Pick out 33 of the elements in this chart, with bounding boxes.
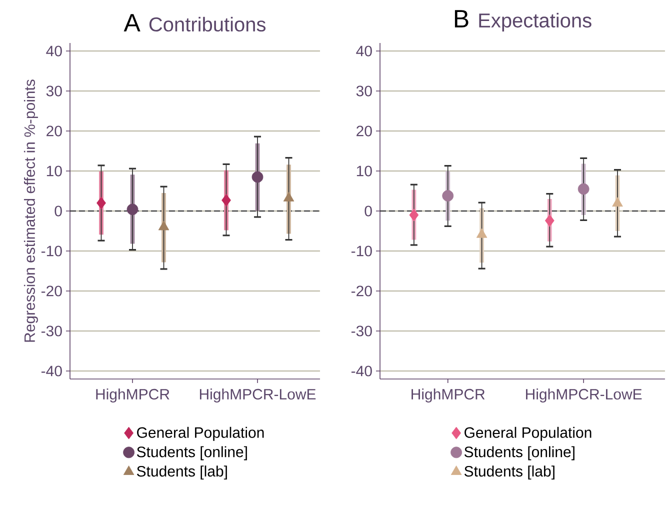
legend-label: Students [lab]	[464, 466, 554, 480]
y-tick-label: -20	[41, 286, 62, 296]
y-tick-label: -20	[351, 286, 372, 296]
y-tick-label: 40	[46, 46, 62, 56]
y-axis-title: Regression estimated effect in %-points	[24, 80, 38, 342]
y-tick-label: 30	[46, 86, 62, 96]
x-tick-label: HighMPCR	[96, 388, 170, 403]
y-tick-label: -40	[41, 366, 62, 376]
legend-label: Students [online]	[464, 446, 574, 460]
chart-title: Expectations	[479, 12, 592, 32]
y-tick-label: 10	[356, 166, 372, 176]
y-tick-label: 0	[364, 206, 372, 216]
x-tick-label: HighMPCR-LowE	[200, 388, 316, 403]
text: A	[124, 14, 140, 32]
y-tick-label: -30	[351, 326, 372, 336]
y-tick-label: 20	[46, 126, 62, 136]
y-tick-label: 30	[356, 86, 372, 96]
y-tick-label: 20	[356, 126, 372, 136]
y-tick-label: -10	[351, 246, 372, 256]
y-tick-label: 40	[356, 46, 372, 56]
y-tick-label: -30	[41, 326, 62, 336]
text: B	[454, 10, 468, 28]
legend-label: Students [online]	[136, 446, 247, 460]
y-tick-label: -10	[41, 246, 62, 256]
x-tick-label: HighMPCR	[412, 388, 485, 403]
legend-label: General Population	[137, 426, 264, 441]
legend-label: Students [lab]	[136, 466, 227, 480]
y-tick-label: -40	[351, 366, 372, 376]
chart-title: Contributions	[149, 16, 266, 32]
y-tick-label: 0	[54, 206, 62, 216]
x-tick-label: HighMPCR-LowE	[526, 388, 642, 403]
legend-label: General Population	[464, 426, 592, 441]
y-tick-label: 10	[46, 166, 62, 176]
